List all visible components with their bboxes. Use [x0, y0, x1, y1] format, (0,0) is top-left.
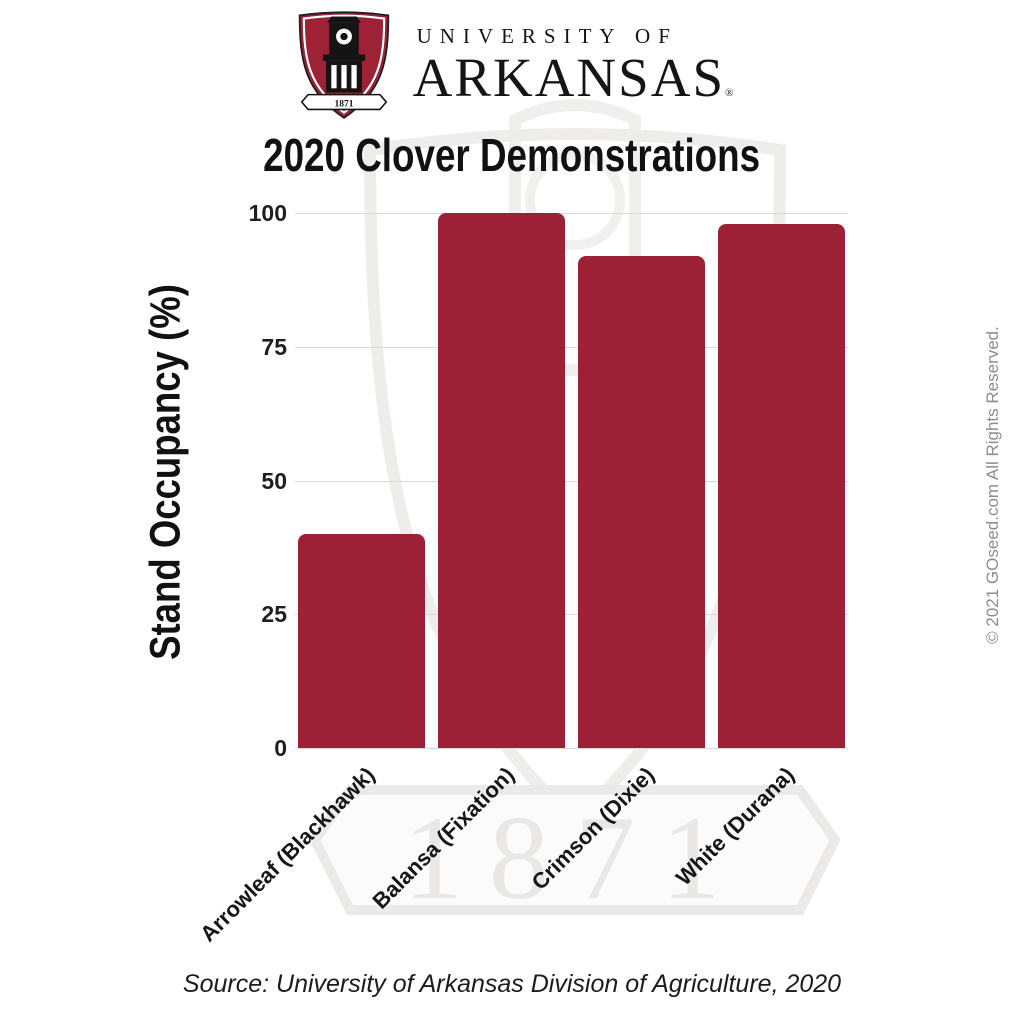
crest-watermark-icon: 1871 [309, 99, 841, 924]
gridline-75 [295, 346, 848, 348]
gridline-25 [295, 614, 848, 616]
y-tick-label-50: 50 [261, 467, 287, 494]
y-tick-label-75: 75 [261, 333, 287, 360]
university-wordmark: UNIVERSITY OF ARKANSAS® [413, 24, 734, 105]
gridline-0 [295, 748, 848, 749]
y-tick-label-100: 100 [248, 200, 287, 226]
wordmark-line1: UNIVERSITY OF [416, 23, 678, 48]
bar-balansa-fixation [438, 213, 565, 748]
chart-title: 2020 Clover Demonstrations [263, 129, 761, 181]
gridline-50 [295, 480, 848, 482]
arkansas-shield-icon: 1871 [298, 11, 389, 119]
svg-text:1871: 1871 [403, 791, 747, 924]
source-citation: Source: University of Arkansas Division … [182, 970, 842, 998]
wordmark-line2: ARKANSAS® [412, 46, 734, 108]
bar-crimson-dixie [578, 255, 705, 748]
y-tick-label-25: 25 [261, 601, 287, 628]
gridline-100 [295, 213, 848, 214]
y-tick-label-0: 0 [274, 735, 287, 761]
registered-trademark: ® [725, 86, 734, 99]
bar-white-durana [718, 223, 845, 748]
copyright-notice: © 2021 GOseed.com All Rights Reserved. [983, 326, 1002, 644]
svg-text:1871: 1871 [334, 99, 353, 109]
bar-arrowleaf-blackhawk [298, 534, 425, 748]
university-logo: 1871 UNIVERSITY OF ARKANSAS® [0, 8, 1024, 120]
y-axis-title: Stand Occupancy (%) [141, 284, 190, 660]
